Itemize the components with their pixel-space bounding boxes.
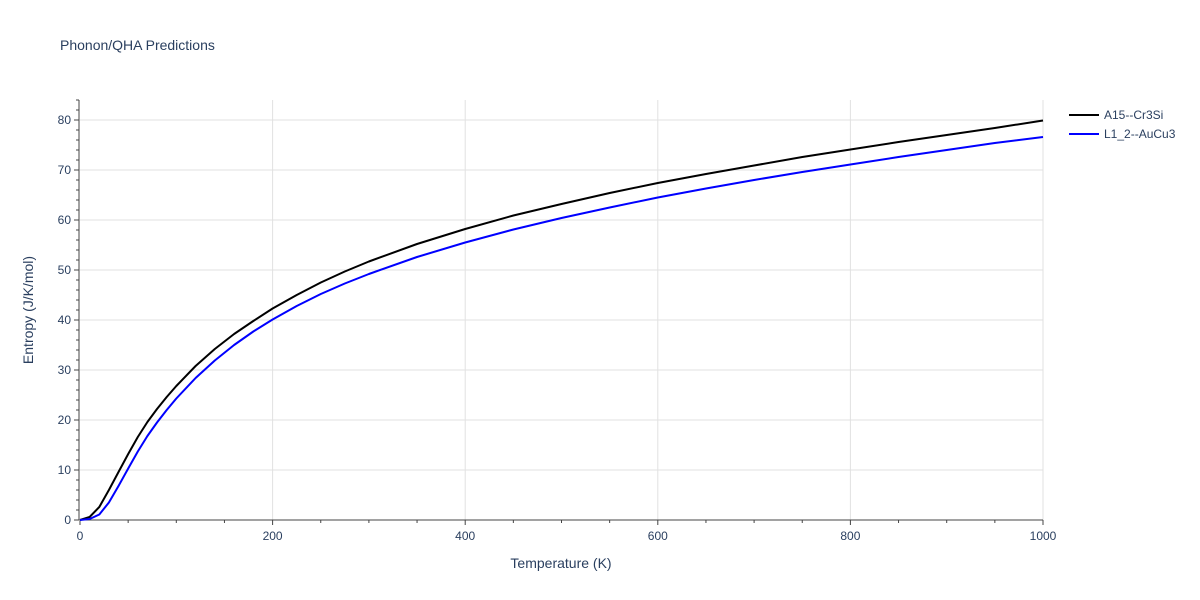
y-axis-title: Entropy (J/K/mol): [20, 256, 36, 364]
legend-item-2[interactable]: L1_2--AuCu3: [1069, 127, 1176, 141]
x-axis-title: Temperature (K): [510, 555, 611, 571]
y-tick-label: 0: [64, 513, 71, 527]
legend-item-1[interactable]: A15--Cr3Si: [1069, 108, 1163, 122]
y-tick-label: 30: [58, 363, 72, 377]
legend-label: A15--Cr3Si: [1104, 108, 1163, 122]
y-tick-label: 60: [58, 213, 72, 227]
series-layer: [79, 119, 1044, 521]
legend-label: L1_2--AuCu3: [1104, 127, 1176, 141]
y-tick-label: 50: [58, 263, 72, 277]
x-tick-label: 400: [455, 529, 475, 543]
y-tick-label: 40: [58, 313, 72, 327]
x-tick-label: 600: [648, 529, 668, 543]
x-tick-label: 800: [840, 529, 860, 543]
y-tick-label: 20: [58, 413, 72, 427]
x-tick-label: 200: [263, 529, 283, 543]
chart-title: Phonon/QHA Predictions: [60, 37, 215, 53]
legend[interactable]: A15--Cr3Si L1_2--AuCu3: [1069, 108, 1176, 141]
y-tick-label: 10: [58, 463, 72, 477]
series-line-1: [79, 119, 1044, 521]
y-tick-label: 80: [58, 113, 72, 127]
x-tick-label: 0: [77, 529, 84, 543]
grid-lines: [80, 100, 1044, 520]
axes: 0 200 400 600 800 1000 0 10 20 30 40 50 60 70 80: [58, 99, 1057, 543]
x-tick-label: 1000: [1030, 529, 1057, 543]
y-tick-label: 70: [58, 163, 72, 177]
series-line-2: [79, 136, 1044, 521]
